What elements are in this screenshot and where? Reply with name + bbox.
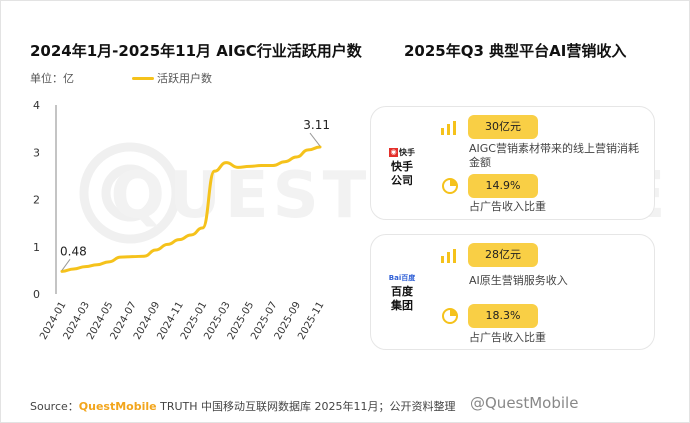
ad-share-value: 18.3% xyxy=(468,304,538,328)
data-point xyxy=(178,238,180,240)
platform-name-line2: 公司 xyxy=(391,174,413,187)
source-prefix: Source： xyxy=(30,400,79,413)
data-point xyxy=(73,268,75,270)
legend-swatch xyxy=(132,76,154,80)
data-point xyxy=(295,156,297,158)
platform-name-line1: 快手 xyxy=(391,160,413,173)
data-point xyxy=(248,165,250,167)
data-point xyxy=(119,256,121,258)
kuaishou-logo-text: 快手 xyxy=(399,148,415,157)
data-label: 3.11 xyxy=(303,118,330,132)
baidu-logo-mark: Bai百度 xyxy=(387,273,417,283)
y-tick-label: 3 xyxy=(33,146,40,159)
bar-chart-icon xyxy=(441,121,456,135)
chart-legend: 活跃用户数 xyxy=(132,70,212,86)
baidu-logo: Bai百度 百度 集团 xyxy=(387,273,417,313)
data-point xyxy=(237,166,239,168)
bar-chart-icon xyxy=(441,249,456,263)
data-point xyxy=(61,270,63,272)
data-point xyxy=(213,170,215,172)
annotation-leader xyxy=(61,259,71,271)
pie-chart-icon xyxy=(442,178,458,194)
data-point xyxy=(155,249,157,251)
active-users-line-chart: 012342024-012024-032024-052024-072024-09… xyxy=(33,99,330,342)
revenue-amount: 28亿元 xyxy=(468,243,538,267)
data-point xyxy=(96,264,98,266)
revenue-panel-title: 2025年Q3 典型平台AI营销收入 xyxy=(404,42,627,60)
data-point xyxy=(260,164,262,166)
data-point xyxy=(225,161,227,163)
ad-share-value: 14.9% xyxy=(468,174,538,198)
kuaishou-logo: ◉ 快手 快手 公司 xyxy=(387,147,417,188)
y-tick-label: 1 xyxy=(33,241,40,254)
platform-name-line1: 百度 xyxy=(391,285,413,298)
revenue-description: AI原生营销服务收入 xyxy=(469,274,568,287)
ad-share-description: 占广告收入比重 xyxy=(469,331,546,344)
line-chart-title: 2024年1月-2025年11月 AIGC行业活跃用户数 xyxy=(30,42,362,60)
data-point xyxy=(319,146,321,148)
series-line-active-users xyxy=(60,145,322,273)
data-point xyxy=(272,164,274,166)
footer-watermark: @QuestMobile xyxy=(470,394,579,412)
revenue-description: AIGC营销素材带来的线上营销消耗金额 xyxy=(469,142,639,169)
y-tick-label: 4 xyxy=(33,99,40,112)
kuaishou-icon: ◉ xyxy=(389,148,398,157)
revenue-amount: 30亿元 xyxy=(468,115,538,139)
baidu-logo-text: Bai百度 xyxy=(388,274,416,282)
platform-card-kuaishou: ◉ 快手 快手 公司 30亿元 AIGC营销素材带来的线上营销消耗金额 14.9%… xyxy=(370,106,655,220)
ad-share-description: 占广告收入比重 xyxy=(469,200,546,213)
y-tick-label: 2 xyxy=(33,194,40,207)
data-point xyxy=(131,255,133,257)
pie-chart-icon xyxy=(442,308,458,324)
kuaishou-logo-mark: ◉ 快手 xyxy=(387,147,417,158)
source-rest: TRUTH 中国移动互联网数据库 2025年11月；公开资料整理 xyxy=(156,400,456,413)
legend-label: 活跃用户数 xyxy=(157,72,212,85)
source-note: Source：QuestMobile TRUTH 中国移动互联网数据库 2025… xyxy=(30,398,456,414)
data-point xyxy=(284,161,286,163)
unit-label: 单位：亿 xyxy=(30,72,74,85)
data-point xyxy=(108,261,110,263)
data-point xyxy=(190,234,192,236)
y-tick-label: 0 xyxy=(33,288,40,301)
data-point xyxy=(84,265,86,267)
data-point xyxy=(143,255,145,257)
data-label: 0.48 xyxy=(60,244,87,258)
source-brand: QuestMobile xyxy=(78,400,157,413)
data-point xyxy=(307,149,309,151)
platform-name-line2: 集团 xyxy=(391,299,413,312)
platform-card-baidu: Bai百度 百度 集团 28亿元 AI原生营销服务收入 18.3% 占广告收入比… xyxy=(370,234,655,350)
annotation-leader xyxy=(309,132,321,147)
data-point xyxy=(202,227,204,229)
data-point xyxy=(166,243,168,245)
